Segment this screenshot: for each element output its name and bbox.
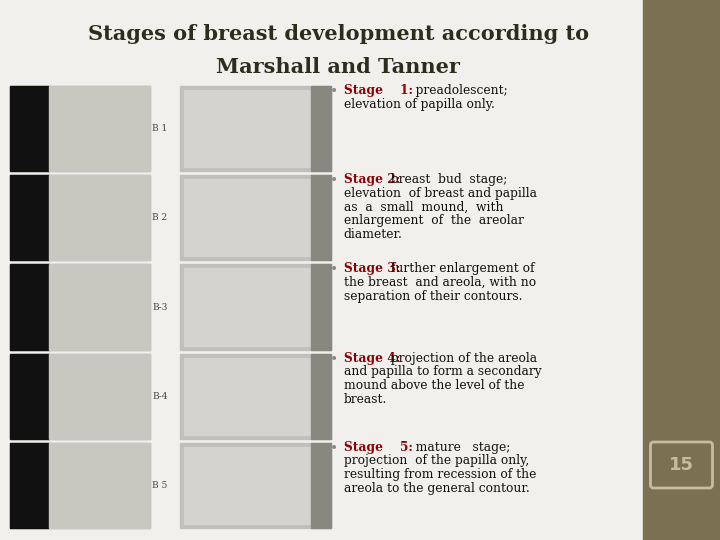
- Bar: [10, 86, 49, 171]
- Text: Stage    5:: Stage 5:: [343, 441, 413, 454]
- Bar: [180, 443, 331, 528]
- Text: •: •: [330, 84, 338, 98]
- Text: breast.: breast.: [343, 393, 387, 406]
- Text: resulting from recession of the: resulting from recession of the: [343, 468, 536, 481]
- Text: •: •: [330, 352, 338, 366]
- Bar: [311, 86, 331, 171]
- Text: B-4: B-4: [152, 392, 168, 401]
- Text: elevation of papilla only.: elevation of papilla only.: [343, 98, 495, 111]
- Text: projection of the areola: projection of the areola: [387, 352, 537, 365]
- Bar: [10, 86, 150, 171]
- Bar: [184, 357, 327, 435]
- Text: as  a  small  mound,  with: as a small mound, with: [343, 200, 503, 213]
- Bar: [10, 354, 49, 439]
- Text: Marshall and Tanner: Marshall and Tanner: [217, 57, 460, 77]
- Text: •: •: [330, 262, 338, 276]
- Bar: [180, 86, 331, 171]
- Text: •: •: [330, 441, 338, 455]
- Text: Stage 2:: Stage 2:: [343, 173, 400, 186]
- Text: enlargement  of  the  areolar: enlargement of the areolar: [343, 214, 523, 227]
- Text: preadolescent;: preadolescent;: [404, 84, 508, 97]
- Text: further enlargement of: further enlargement of: [387, 262, 535, 275]
- Bar: [10, 175, 49, 260]
- Text: mature   stage;: mature stage;: [404, 441, 510, 454]
- Text: Stages of breast development according to: Stages of breast development according t…: [88, 24, 589, 44]
- Bar: [180, 265, 331, 349]
- Bar: [10, 265, 150, 349]
- FancyBboxPatch shape: [650, 442, 713, 488]
- Bar: [10, 175, 150, 260]
- Bar: [311, 443, 331, 528]
- Text: Stage 4:: Stage 4:: [343, 352, 400, 365]
- Bar: [10, 443, 150, 528]
- Text: B 5: B 5: [152, 481, 167, 490]
- Text: breast  bud  stage;: breast bud stage;: [387, 173, 508, 186]
- Bar: [10, 354, 150, 439]
- Text: areola to the general contour.: areola to the general contour.: [343, 482, 529, 495]
- Bar: [184, 179, 327, 256]
- Text: and papilla to form a secondary: and papilla to form a secondary: [343, 365, 541, 378]
- Bar: [311, 175, 331, 260]
- Bar: [184, 268, 327, 346]
- Text: diameter.: diameter.: [343, 228, 402, 241]
- Bar: [49, 443, 150, 528]
- Bar: [311, 265, 331, 349]
- Bar: [180, 354, 331, 439]
- Text: separation of their contours.: separation of their contours.: [343, 289, 522, 303]
- Text: B 1: B 1: [152, 124, 167, 133]
- Text: B-3: B-3: [152, 302, 167, 312]
- Bar: [180, 175, 331, 260]
- Text: Stage    1:: Stage 1:: [343, 84, 413, 97]
- Text: •: •: [330, 173, 338, 187]
- Bar: [49, 265, 150, 349]
- Bar: [10, 265, 49, 349]
- Bar: [49, 175, 150, 260]
- Text: B 2: B 2: [152, 213, 167, 222]
- Bar: [643, 0, 720, 540]
- Text: the breast  and areola, with no: the breast and areola, with no: [343, 276, 536, 289]
- Bar: [184, 90, 327, 167]
- Bar: [311, 354, 331, 439]
- Text: 15: 15: [669, 456, 694, 474]
- Bar: [10, 443, 49, 528]
- Text: projection  of the papilla only,: projection of the papilla only,: [343, 455, 529, 468]
- Bar: [49, 86, 150, 171]
- Text: Stage 3:: Stage 3:: [343, 262, 400, 275]
- Bar: [184, 447, 327, 524]
- Text: mound above the level of the: mound above the level of the: [343, 379, 524, 392]
- Bar: [49, 354, 150, 439]
- Text: elevation  of breast and papilla: elevation of breast and papilla: [343, 187, 536, 200]
